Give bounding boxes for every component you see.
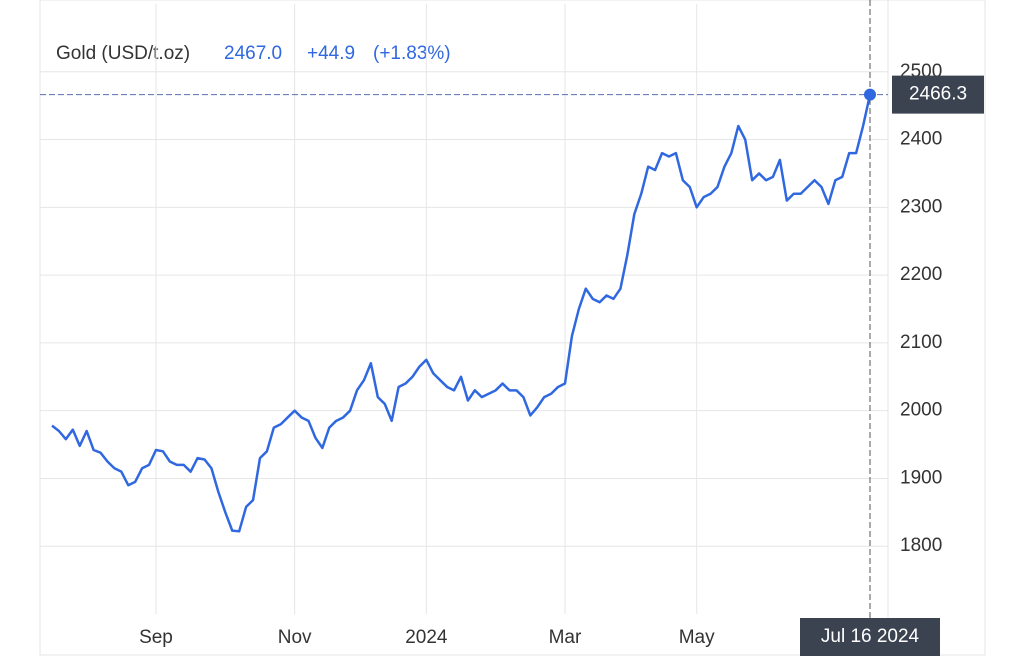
x-tick-label: May (679, 627, 715, 648)
grid (40, 4, 888, 614)
frame (39, 0, 986, 656)
change: +44.9 (307, 43, 355, 64)
x-tick-label: 2024 (405, 627, 448, 648)
last-point (864, 88, 876, 101)
price-line (51, 94, 872, 533)
y-tick-label: 2400 (900, 129, 942, 150)
y-tick-label: 2200 (900, 264, 942, 285)
y-tick-label: 1900 (900, 467, 942, 488)
chart-title: Gold (USD/t.oz) (56, 43, 190, 64)
value-badge (892, 75, 984, 114)
price: 2467.0 (224, 43, 282, 64)
y-tick-label: 2000 (900, 400, 942, 421)
date-label: Jul 16 2024 (821, 626, 920, 647)
x-tick-label: Mar (549, 627, 582, 648)
marks (40, 0, 888, 622)
y-tick-label: 2300 (900, 196, 942, 217)
y-tick-label: 2100 (900, 332, 942, 353)
change-percent: (+1.83%) (373, 43, 451, 64)
value-label: 2466.3 (909, 84, 967, 105)
x-tick-label: Sep (139, 627, 173, 648)
y-tick-label: 1800 (900, 535, 942, 556)
x-tick-label: Nov (278, 627, 312, 648)
date-badge (800, 618, 940, 656)
